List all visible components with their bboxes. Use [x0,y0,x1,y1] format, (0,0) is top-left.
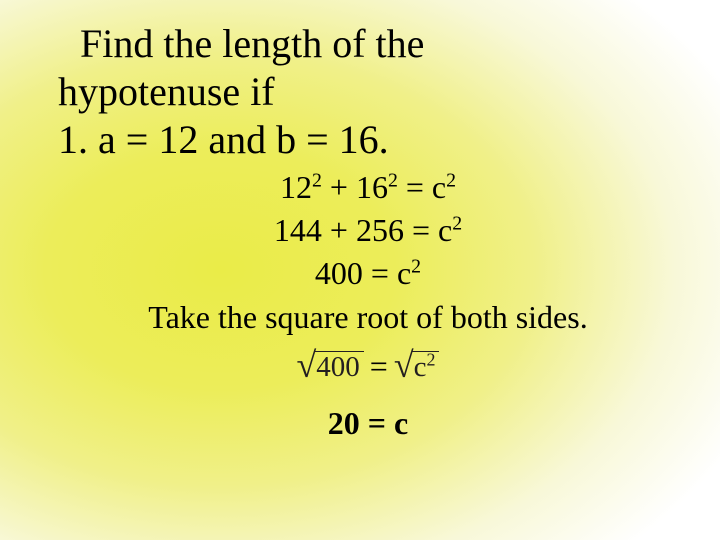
sqrt-left-body: 400 [314,351,364,382]
sqrt-equation: √ 400 = √ c2 [58,345,678,388]
step3-rhs: c [397,255,411,291]
step3-lhs: 400 [315,255,363,291]
solution-steps: 122 + 162 = c2 144 + 256 = c2 400 = c2 T… [58,166,678,445]
equals-sign: = [370,345,388,388]
title-line-1: Find the length of the [58,20,678,68]
step-2: 144 + 256 = c2 [58,209,678,252]
step1-b: 16 [356,169,388,205]
step-instruction: Take the square root of both sides. [58,296,678,339]
step2-a: 144 [274,212,322,248]
title-line-2: hypotenuse if [58,68,678,116]
problem-title: Find the length of the hypotenuse if 1. … [58,20,678,164]
step1-a: 12 [280,169,312,205]
step-1: 122 + 162 = c2 [58,166,678,209]
final-answer: 20 = c [58,402,678,445]
step-3: 400 = c2 [58,252,678,295]
sqrt-right-exp: 2 [426,349,435,369]
step2-c: c [438,212,452,248]
sqrt-left: √ 400 [297,351,364,382]
title-line-3: 1. a = 12 and b = 16. [58,116,678,164]
sqrt-right-base: c [414,351,427,383]
sqrt-right-body: c2 [412,351,440,382]
step2-b: 256 [356,212,404,248]
sqrt-right: √ c2 [394,351,440,382]
step1-c: c [432,169,446,205]
